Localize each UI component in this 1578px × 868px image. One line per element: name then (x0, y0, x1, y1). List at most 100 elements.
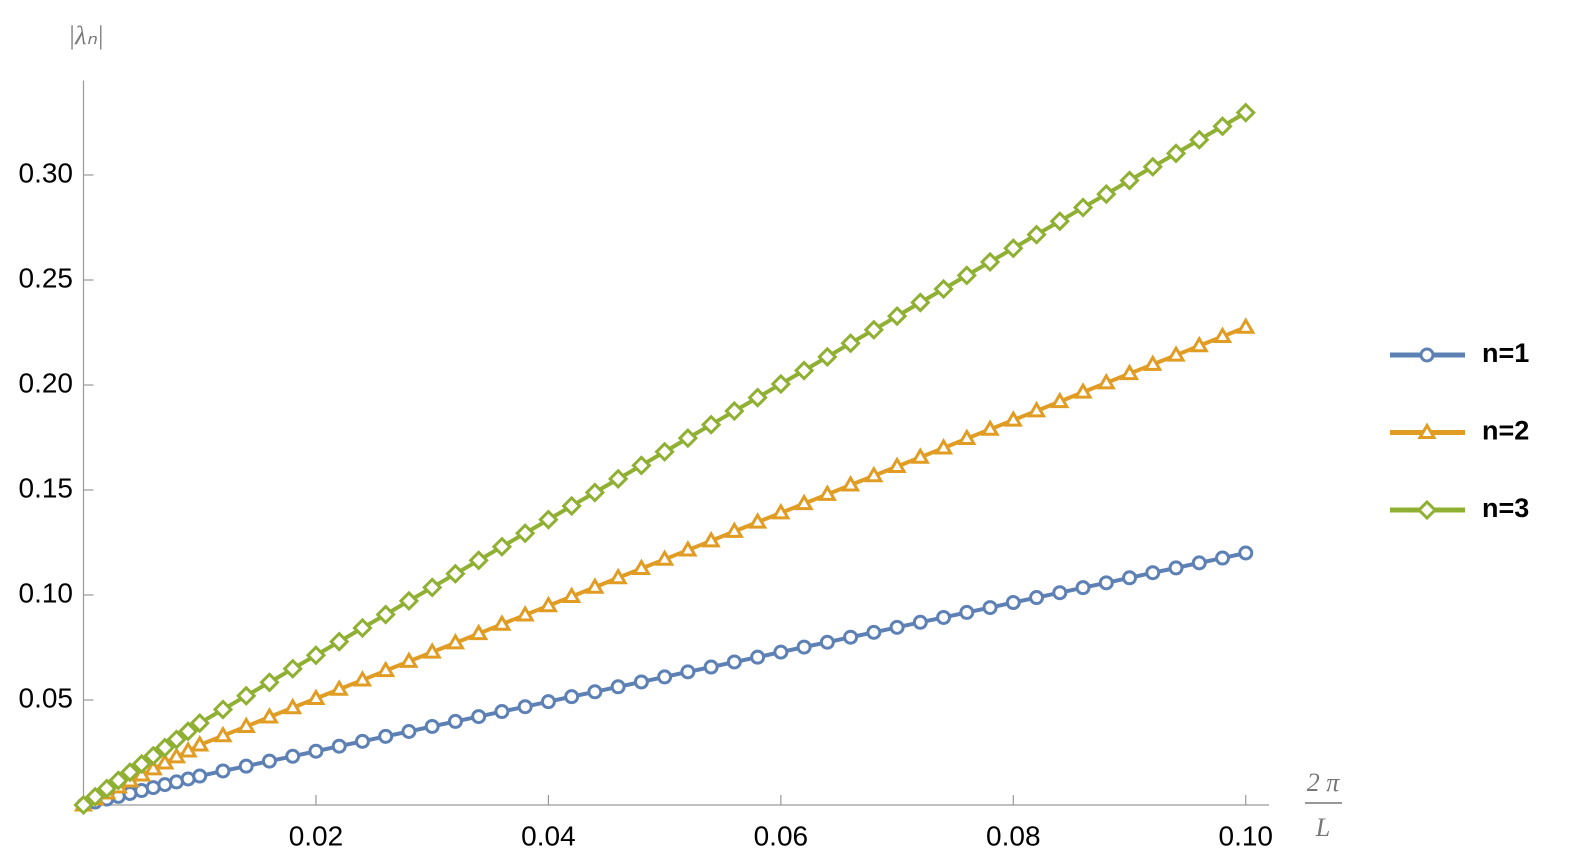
x-tick-label: 0.02 (289, 820, 344, 851)
marker (376, 660, 396, 678)
marker (213, 725, 233, 743)
marker (750, 649, 766, 665)
marker (1416, 499, 1438, 521)
marker (724, 400, 745, 422)
marker (352, 670, 373, 687)
marker (445, 632, 466, 650)
marker (1003, 238, 1024, 259)
marker (655, 549, 675, 566)
marker (259, 672, 280, 693)
marker (1191, 555, 1207, 571)
marker (1168, 560, 1184, 576)
marker (85, 786, 106, 807)
marker (1049, 211, 1070, 232)
y-axis-label: |λₙ| (68, 21, 104, 50)
marker (1165, 143, 1187, 164)
legend-label: n=1 (1482, 338, 1529, 368)
marker (1143, 354, 1163, 371)
marker (933, 438, 954, 455)
marker (378, 728, 394, 744)
marker (1026, 400, 1047, 418)
marker (329, 631, 350, 652)
marker (1212, 116, 1233, 137)
marker (190, 734, 210, 752)
marker (886, 305, 908, 327)
marker (494, 704, 510, 720)
marker (584, 482, 606, 503)
marker (399, 651, 419, 668)
marker (585, 577, 605, 594)
legend-label: n=2 (1482, 416, 1529, 446)
marker (515, 604, 535, 622)
marker (538, 595, 559, 613)
marker (864, 465, 884, 483)
marker (1417, 422, 1437, 439)
marker (1189, 129, 1210, 150)
marker (654, 441, 675, 462)
y-tick-label: 0.30 (19, 157, 74, 188)
marker (283, 697, 303, 715)
marker (562, 586, 582, 603)
marker (517, 699, 533, 715)
marker (933, 278, 954, 300)
marker (189, 712, 210, 734)
marker (747, 512, 768, 529)
x-tick-label: 0.06 (754, 820, 809, 851)
marker (863, 319, 884, 340)
marker (633, 674, 649, 690)
marker (1119, 363, 1140, 381)
marker (329, 679, 349, 696)
marker (375, 604, 396, 625)
marker (96, 778, 117, 799)
marker (236, 716, 256, 733)
marker (306, 688, 326, 706)
marker (445, 563, 466, 584)
marker (680, 664, 696, 680)
marker (843, 629, 859, 645)
marker (773, 644, 789, 660)
x-tick-label: 0.08 (986, 820, 1041, 851)
marker (610, 679, 626, 695)
marker (561, 495, 582, 517)
marker (564, 689, 580, 705)
marker (192, 768, 208, 784)
marker (957, 428, 977, 446)
marker (796, 639, 812, 655)
marker (424, 718, 440, 734)
x-axis-label-numerator: 2 π (1307, 768, 1341, 797)
marker (305, 645, 327, 666)
legend-label: n=3 (1482, 493, 1529, 523)
marker (422, 642, 442, 659)
marker (538, 509, 559, 530)
marker (677, 428, 698, 449)
marker (1096, 183, 1117, 205)
marker (747, 387, 768, 408)
marker (956, 265, 977, 286)
marker (631, 455, 652, 476)
marker (491, 536, 513, 557)
series (73, 102, 1256, 816)
marker (236, 685, 257, 706)
marker (1096, 372, 1116, 390)
marker (166, 729, 187, 750)
marker (1073, 382, 1093, 399)
marker (793, 360, 815, 381)
marker (352, 617, 373, 639)
marker (540, 694, 556, 710)
marker (131, 753, 152, 775)
marker (261, 753, 277, 769)
marker (840, 333, 861, 354)
marker (817, 346, 838, 367)
marker (936, 609, 952, 625)
marker (398, 590, 420, 612)
marker (866, 624, 882, 640)
marker (1238, 545, 1254, 561)
marker (1142, 156, 1163, 177)
marker (238, 758, 254, 774)
marker (980, 419, 1000, 436)
marker (1236, 317, 1256, 334)
marker (447, 713, 463, 729)
marker (910, 292, 931, 313)
marker (145, 780, 161, 796)
marker (910, 447, 930, 464)
